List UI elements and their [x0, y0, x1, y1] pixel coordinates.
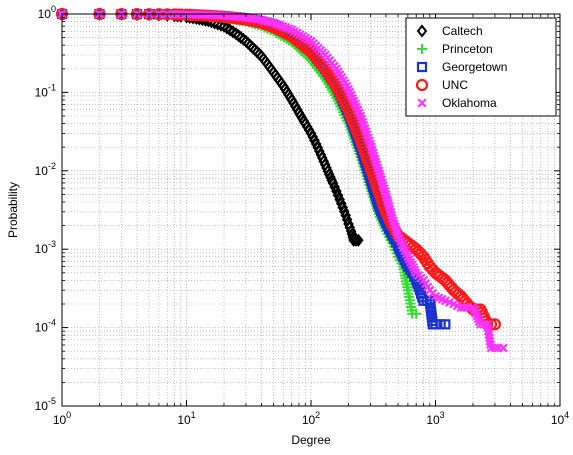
legend-entry: Georgetown [416, 60, 507, 74]
data-point [338, 204, 350, 219]
legend-marker [416, 24, 428, 38]
axes: 100 101 102 103 104 100 10-1 10-2 10-3 10-4 10-5 [35, 4, 570, 427]
legend-label: Princeton [442, 42, 493, 56]
legend-label: Oklahoma [442, 96, 497, 110]
x-tick-label: 102 [302, 410, 320, 427]
data-point [332, 188, 344, 202]
legend: Caltech Princeton Georgetown UNC Oklahoma [405, 17, 557, 117]
data-point [340, 208, 351, 222]
legend-marker [417, 44, 427, 54]
data-point [411, 308, 422, 319]
legend-label: Caltech [442, 24, 483, 38]
legend-label: UNC [442, 78, 468, 92]
data-point [440, 319, 451, 330]
data-point [459, 303, 469, 313]
x-tick-label: 100 [53, 410, 71, 427]
legend-label: Georgetown [442, 60, 507, 74]
data-point [476, 319, 486, 329]
data-point [334, 192, 345, 207]
data-point [345, 224, 357, 238]
data-point [350, 233, 362, 247]
x-tick-label: 101 [177, 410, 195, 427]
y-axis-label: Probability [6, 182, 20, 238]
legend-box [405, 17, 557, 117]
x-axis-label: Degree [291, 433, 331, 447]
data-point [498, 343, 508, 353]
y-tick-label: 10-1 [35, 82, 56, 99]
legend-entry: Princeton [417, 42, 493, 56]
data-point [327, 176, 339, 190]
y-tick-label: 10-4 [35, 318, 56, 335]
legend-marker [417, 98, 427, 108]
series-caltech [56, 7, 364, 247]
data-point [331, 184, 342, 198]
y-tick-label: 10-3 [35, 239, 56, 256]
y-tick-label: 100 [38, 4, 56, 21]
legend-marker [415, 78, 429, 92]
data-point [335, 196, 347, 211]
legend-entry: Oklahoma [417, 96, 497, 110]
series-oklahoma [57, 9, 508, 353]
y-tick-label: 10-5 [35, 396, 56, 413]
data-point [430, 319, 441, 330]
x-tick-label: 103 [426, 410, 444, 427]
legend-marker [416, 61, 428, 73]
x-tick-label: 104 [551, 410, 569, 427]
data-point [353, 233, 364, 247]
y-tick-label: 10-2 [35, 161, 56, 178]
data-point [215, 18, 227, 32]
legend-entry: UNC [415, 78, 468, 92]
data-point [329, 180, 340, 194]
legend-entry: Caltech [416, 24, 483, 38]
grid [62, 14, 560, 406]
